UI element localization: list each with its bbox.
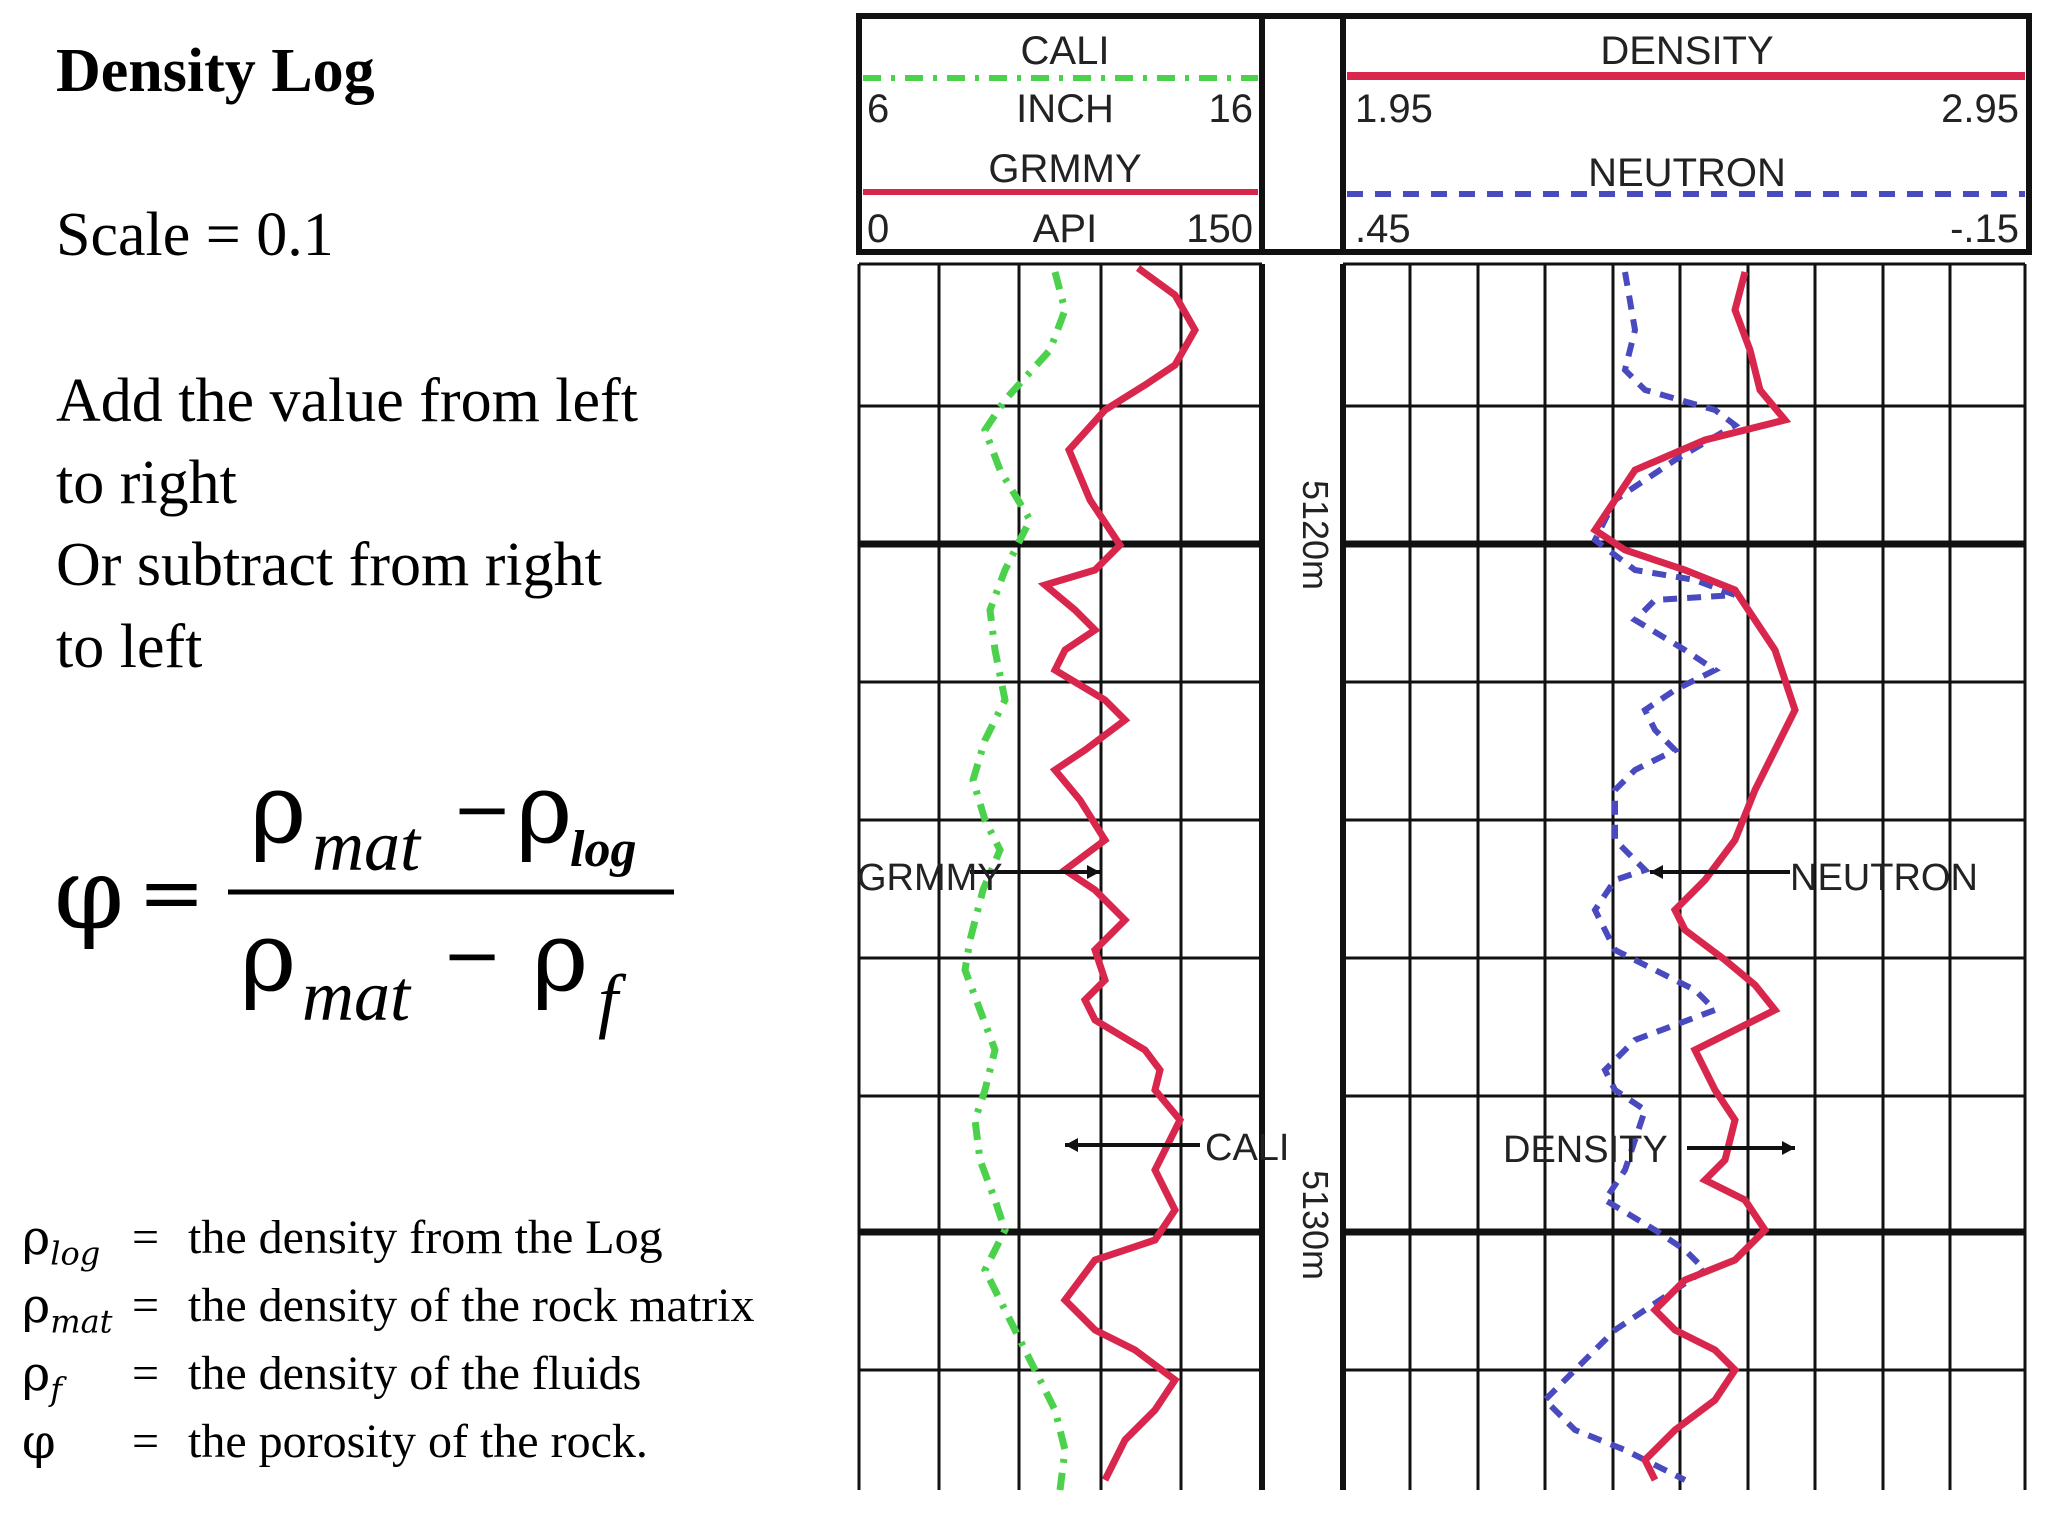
formula-num-rho-log: ρ	[516, 780, 572, 865]
grmmy-unit: API	[1033, 207, 1097, 251]
porosity-formula: φ = ρ mat − ρ log ρ mat − ρ f	[54, 780, 674, 1040]
legend-subscript: mat	[50, 1302, 113, 1341]
page-title: Density Log	[56, 37, 375, 105]
legend-description: the density from the Log	[188, 1211, 663, 1264]
formula-equals: =	[138, 846, 205, 939]
formula-phi: φ	[54, 835, 124, 952]
legend-description: the porosity of the rock.	[188, 1415, 648, 1468]
header-frame	[856, 13, 2032, 255]
legend-description: the density of the fluids	[188, 1347, 642, 1400]
grmmy-header-name: GRMMY	[988, 147, 1141, 191]
formula-den-rho-f: ρ	[532, 901, 588, 1013]
formula-num-minus: −	[452, 780, 512, 851]
neutron-header-name: NEUTRON	[1588, 151, 1786, 195]
legend-symbol: ρ	[22, 1210, 51, 1266]
well-log-chart: CALI 6 INCH 16 GRMMY 0 API 150 DENSITY 1…	[856, 13, 2032, 1491]
legend-description: the density of the rock matrix	[188, 1279, 755, 1332]
instruction-line-3: Or subtract from right	[56, 531, 602, 599]
density-annotation-label: DENSITY	[1503, 1129, 1668, 1171]
formula-den-f: f	[598, 960, 627, 1040]
track1-grid	[857, 262, 1265, 1490]
neutron-curve	[1540, 271, 1741, 1483]
instruction-line-2: to right	[56, 449, 237, 517]
instruction-line-1: Add the value from left	[56, 367, 638, 435]
legend-symbol: φ	[22, 1414, 56, 1470]
formula-den-mat: mat	[302, 956, 412, 1036]
density-arrowhead	[1782, 1141, 1795, 1155]
neutron-annotation-label: NEUTRON	[1790, 857, 1978, 899]
legend-symbol: ρ	[22, 1278, 51, 1334]
grmmy-arrowhead	[1087, 865, 1100, 879]
neutron-arrowhead	[1650, 865, 1663, 879]
grmmy-annotation-label: GRMMY	[857, 857, 1003, 899]
formula-num-mat: mat	[312, 806, 422, 886]
cali-arrowhead	[1065, 1138, 1078, 1152]
cali-max: 16	[1209, 87, 1254, 131]
neutron-max: -.15	[1950, 207, 2019, 251]
legend-subscript: log	[50, 1234, 101, 1273]
density-header-name: DENSITY	[1600, 29, 1773, 73]
formula-den-minus: −	[442, 913, 502, 997]
legend-equals: =	[132, 1415, 160, 1468]
cali-annotation-label: CALI	[1205, 1127, 1289, 1169]
neutron-min: .45	[1355, 207, 1411, 251]
density-curve	[1590, 271, 1799, 1482]
legend-symbol: ρ	[22, 1346, 51, 1402]
cali-min: 6	[867, 87, 889, 131]
formula-num-rho-mat: ρ	[250, 780, 306, 865]
legend-subscript: f	[50, 1370, 63, 1409]
density-min: 1.95	[1355, 87, 1433, 131]
formula-num-log: log	[570, 821, 636, 878]
cali-header-name: CALI	[1021, 29, 1110, 73]
depth-label-5130: 5130m	[1295, 1170, 1336, 1280]
grmmy-max: 150	[1186, 207, 1253, 251]
legend-equals: =	[132, 1279, 160, 1332]
legend-equals: =	[132, 1347, 160, 1400]
formula-den-rho-mat: ρ	[240, 901, 296, 1013]
grmmy-min: 0	[867, 207, 889, 251]
density-max: 2.95	[1941, 87, 2019, 131]
instruction-line-4: to left	[56, 613, 203, 681]
depth-label-5120: 5120m	[1295, 480, 1336, 590]
legend-equals: =	[132, 1211, 160, 1264]
scale-text: Scale = 0.1	[56, 201, 334, 269]
cali-unit: INCH	[1016, 87, 1114, 131]
track3-grid	[1340, 262, 2027, 1490]
